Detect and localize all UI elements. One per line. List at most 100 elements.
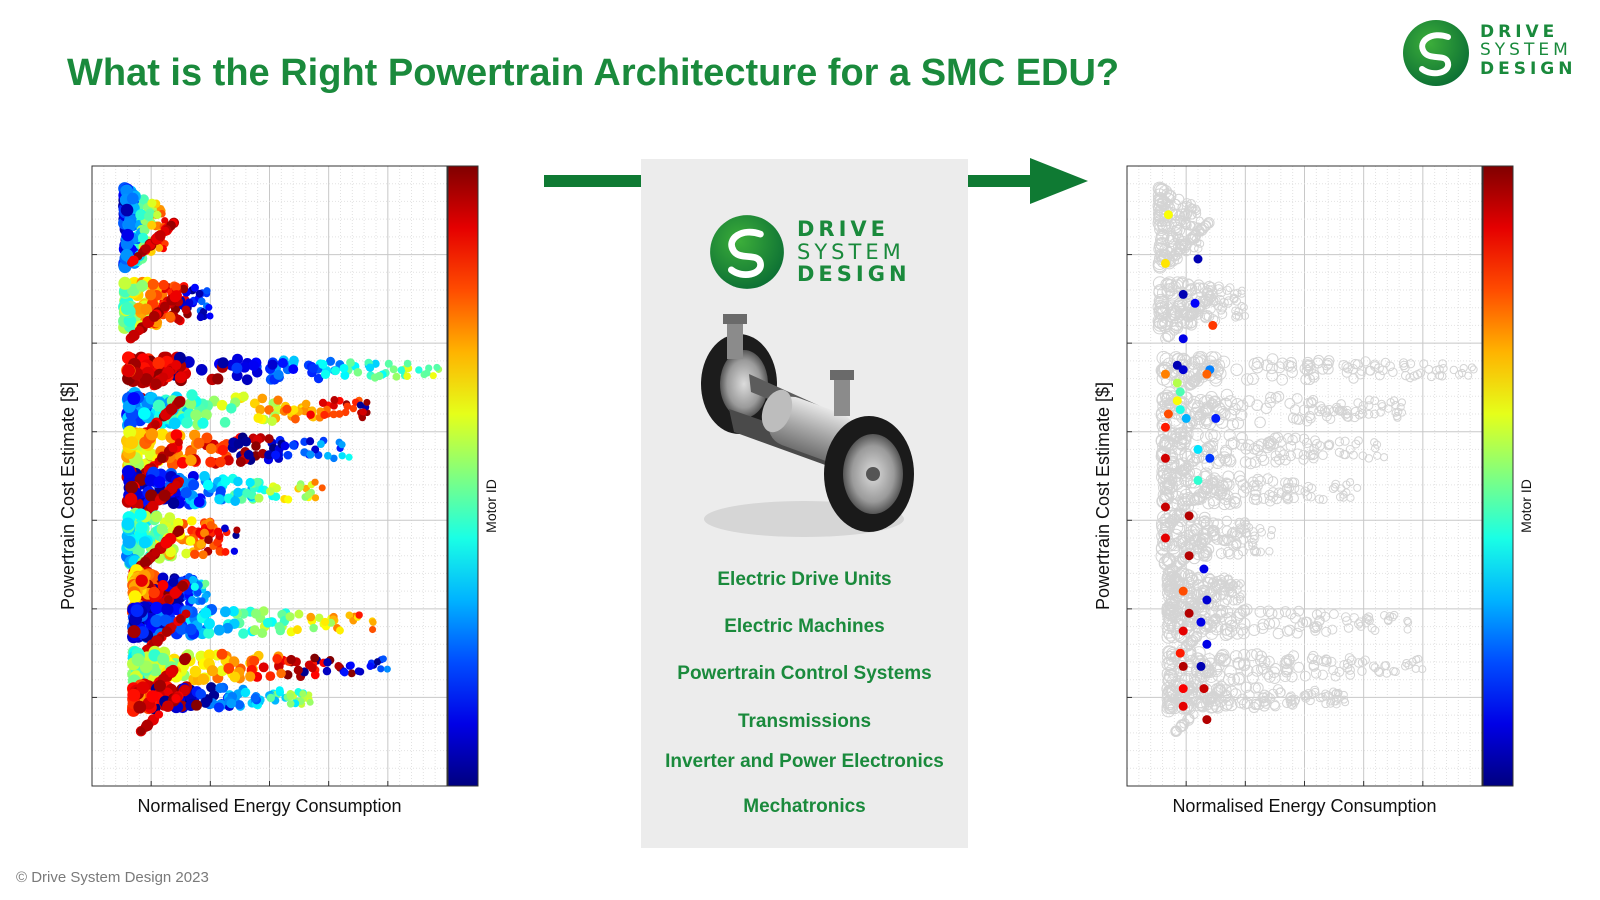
background-point <box>1225 699 1238 712</box>
data-point <box>241 374 253 386</box>
data-point <box>136 727 146 736</box>
data-point <box>140 303 152 315</box>
background-point <box>1342 408 1352 419</box>
data-point <box>329 401 338 410</box>
background-point <box>1241 373 1254 386</box>
background-point <box>1282 433 1294 444</box>
data-point <box>273 395 283 405</box>
pareto-point <box>1175 405 1185 415</box>
pareto-point <box>1211 413 1221 423</box>
background-point <box>1404 618 1413 627</box>
data-point <box>223 662 235 674</box>
background-point <box>1183 569 1196 582</box>
background-point <box>1169 472 1183 487</box>
background-point <box>1449 365 1459 375</box>
data-point <box>248 360 259 371</box>
background-point <box>1321 691 1330 701</box>
background-point <box>1193 540 1204 551</box>
background-point <box>1188 456 1199 466</box>
colorbar <box>1482 165 1514 787</box>
background-point <box>1154 193 1169 207</box>
data-point <box>294 609 304 619</box>
background-point <box>1272 627 1284 640</box>
data-point <box>323 658 332 667</box>
background-point <box>1205 602 1219 616</box>
background-point <box>1152 276 1167 291</box>
data-point <box>128 329 140 342</box>
background-point <box>1418 665 1427 674</box>
data-point <box>186 516 197 526</box>
colorbar-label: Motor ID <box>483 479 499 533</box>
background-point <box>1162 329 1176 342</box>
background-point <box>1153 283 1168 298</box>
background-point <box>1258 492 1270 504</box>
data-point <box>128 255 139 266</box>
background-point <box>1284 624 1296 636</box>
background-point <box>1235 408 1248 421</box>
background-point <box>1185 232 1199 245</box>
background-point <box>1285 608 1297 620</box>
data-point <box>127 625 141 639</box>
background-point <box>1213 284 1224 294</box>
data-point <box>165 311 176 322</box>
scatter-svg: Normalised Energy Consumption Powertrain … <box>58 165 499 816</box>
background-point <box>1232 296 1242 306</box>
data-point <box>322 666 332 676</box>
data-point <box>318 484 326 492</box>
background-point <box>1223 575 1233 585</box>
data-point <box>138 194 149 205</box>
background-point <box>1219 454 1233 467</box>
data-point <box>174 438 183 447</box>
data-point <box>205 303 213 311</box>
background-point <box>1241 664 1254 677</box>
background-point <box>1302 491 1313 501</box>
data-point <box>204 535 213 545</box>
pareto-point <box>1160 369 1170 379</box>
background-point <box>1326 699 1335 708</box>
background-point <box>1301 359 1314 371</box>
background-point <box>1180 218 1191 229</box>
data-point <box>346 358 355 367</box>
background-point <box>1233 549 1244 560</box>
background-point <box>1176 719 1189 732</box>
page-title: What is the Right Powertrain Architectur… <box>67 52 1120 94</box>
background-point <box>1222 533 1233 545</box>
background-point <box>1328 609 1339 620</box>
background-point <box>1190 573 1203 586</box>
background-point <box>1262 436 1275 448</box>
data-point <box>230 496 241 506</box>
background-point <box>1246 649 1259 662</box>
pareto-point <box>1163 210 1173 220</box>
data-point <box>160 537 172 549</box>
background-point <box>1287 477 1298 488</box>
background-point <box>1329 687 1338 696</box>
background-point <box>1162 624 1177 639</box>
background-point <box>1228 496 1241 508</box>
data-point <box>217 357 229 369</box>
data-point <box>181 416 193 429</box>
data-point <box>329 410 338 419</box>
data-point <box>283 450 293 460</box>
data-point <box>257 628 268 639</box>
data-point <box>135 574 148 587</box>
data-point <box>222 622 233 634</box>
background-point <box>1331 479 1341 489</box>
data-point <box>169 587 181 599</box>
background-point <box>1165 603 1180 618</box>
background-point <box>1164 658 1179 673</box>
data-point <box>145 428 159 441</box>
background-point <box>1257 662 1270 675</box>
background-point <box>1192 673 1205 686</box>
data-point <box>171 694 181 703</box>
data-point <box>193 496 205 508</box>
background-point <box>1325 414 1336 424</box>
data-point <box>252 477 262 487</box>
data-point <box>289 355 299 366</box>
data-point <box>245 477 255 488</box>
data-point <box>203 649 215 661</box>
background-point <box>1219 699 1232 712</box>
background-point <box>1285 440 1297 452</box>
background-point <box>1213 367 1227 380</box>
background-point <box>1156 464 1171 479</box>
background-point <box>1370 438 1379 447</box>
